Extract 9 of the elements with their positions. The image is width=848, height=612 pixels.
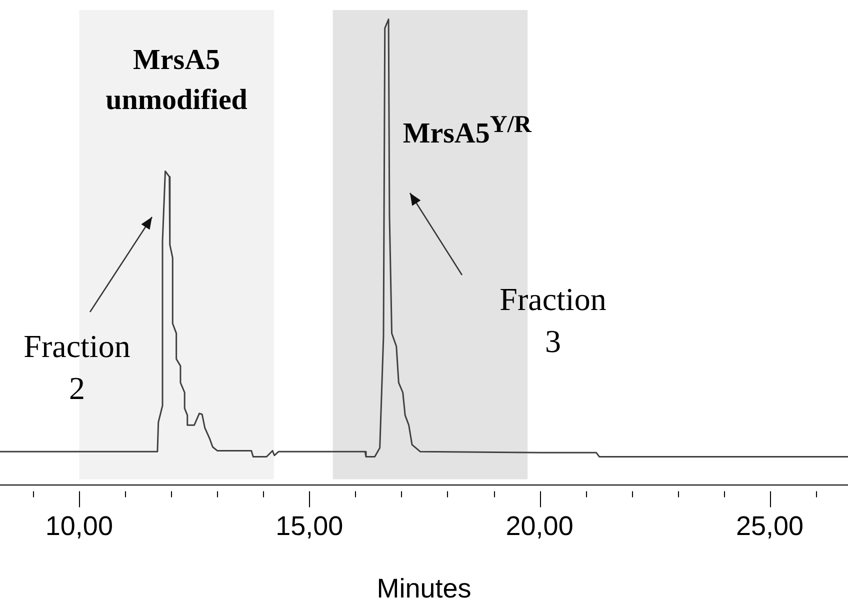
x-tick-label: 15,00 — [276, 510, 344, 541]
x-tick-label: 10,00 — [45, 510, 113, 541]
annotation: Fraction 3 — [498, 280, 608, 361]
x-tick-label: 20,00 — [506, 510, 574, 541]
annotation: Fraction 2 — [22, 327, 132, 408]
x-axis-title: Minutes — [376, 573, 472, 604]
x-tick-label: 25,00 — [736, 510, 804, 541]
band-label: MrsA5 unmodified — [104, 43, 248, 118]
band-label: MrsA5$^{Y/R}$ — [402, 110, 533, 152]
